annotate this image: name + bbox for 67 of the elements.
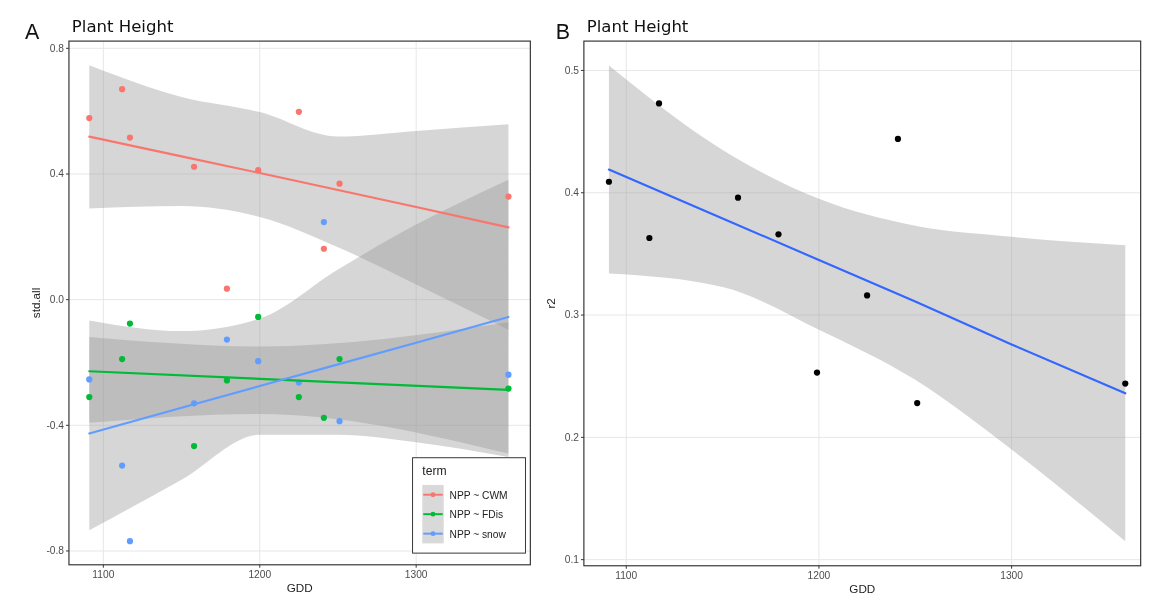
legend-title: term xyxy=(422,464,447,479)
point xyxy=(320,245,327,252)
point xyxy=(336,355,343,363)
y-tick-label: 0.4 xyxy=(564,187,580,199)
x-tick-label: 1100 xyxy=(92,569,115,581)
chart-title: Plant Height xyxy=(586,17,689,37)
point xyxy=(295,108,302,115)
point xyxy=(336,180,343,187)
point xyxy=(126,320,134,327)
y-tick-label: 0.2 xyxy=(564,431,580,443)
point xyxy=(126,134,134,141)
point xyxy=(813,369,821,376)
point xyxy=(605,178,613,185)
x-tick-label: 1200 xyxy=(248,569,272,581)
x-tick-label: 1100 xyxy=(615,570,638,582)
y-tick-label: 0.4 xyxy=(49,168,65,180)
line-series xyxy=(88,135,510,229)
point xyxy=(119,86,126,93)
chart-title: Plant Height xyxy=(71,17,174,37)
x-axis-title: GDD xyxy=(849,582,876,596)
legend-label: NPP ~ snow xyxy=(449,528,507,540)
x-tick-label: 1200 xyxy=(807,570,831,582)
text: A xyxy=(25,20,41,45)
point xyxy=(336,418,343,425)
line-series xyxy=(607,168,1127,395)
y-axis-title: r2 xyxy=(543,298,557,309)
y-tick-label: 0.3 xyxy=(564,309,580,321)
line-series xyxy=(88,315,510,435)
point xyxy=(255,358,262,365)
y-tick-label: -0.8 xyxy=(46,545,65,557)
point xyxy=(320,218,327,226)
x-axis-title: GDD xyxy=(286,581,313,595)
x-tick-label: 1300 xyxy=(1000,570,1024,582)
y-axis-title: std.all xyxy=(28,287,42,319)
point xyxy=(255,313,262,321)
point xyxy=(86,393,93,401)
y-tick-label: 0.5 xyxy=(564,64,580,76)
point xyxy=(914,399,921,407)
point xyxy=(505,371,512,378)
point xyxy=(646,234,653,242)
point xyxy=(320,414,327,421)
point xyxy=(119,462,126,469)
point xyxy=(190,442,198,450)
point xyxy=(223,336,231,343)
point xyxy=(119,355,126,363)
point xyxy=(1122,380,1129,387)
point xyxy=(86,114,93,122)
point xyxy=(863,292,871,299)
y-tick-label: 0.1 xyxy=(564,554,580,566)
point xyxy=(86,376,93,383)
point xyxy=(223,377,231,384)
legend-label: NPP ~ FDis xyxy=(449,509,504,521)
point xyxy=(505,193,512,200)
text: B xyxy=(555,20,570,45)
point xyxy=(894,135,902,143)
point xyxy=(190,163,198,170)
point xyxy=(775,231,782,238)
point xyxy=(655,100,663,107)
point xyxy=(126,538,134,545)
point xyxy=(223,285,231,292)
point xyxy=(295,393,302,401)
point xyxy=(734,194,742,201)
y-tick-label: -0.4 xyxy=(46,419,65,431)
legend-label: NPP ~ CWM xyxy=(449,489,508,501)
y-tick-label: 0.0 xyxy=(49,294,65,306)
y-tick-label: 0.8 xyxy=(49,42,65,54)
x-tick-label: 1300 xyxy=(404,569,428,581)
